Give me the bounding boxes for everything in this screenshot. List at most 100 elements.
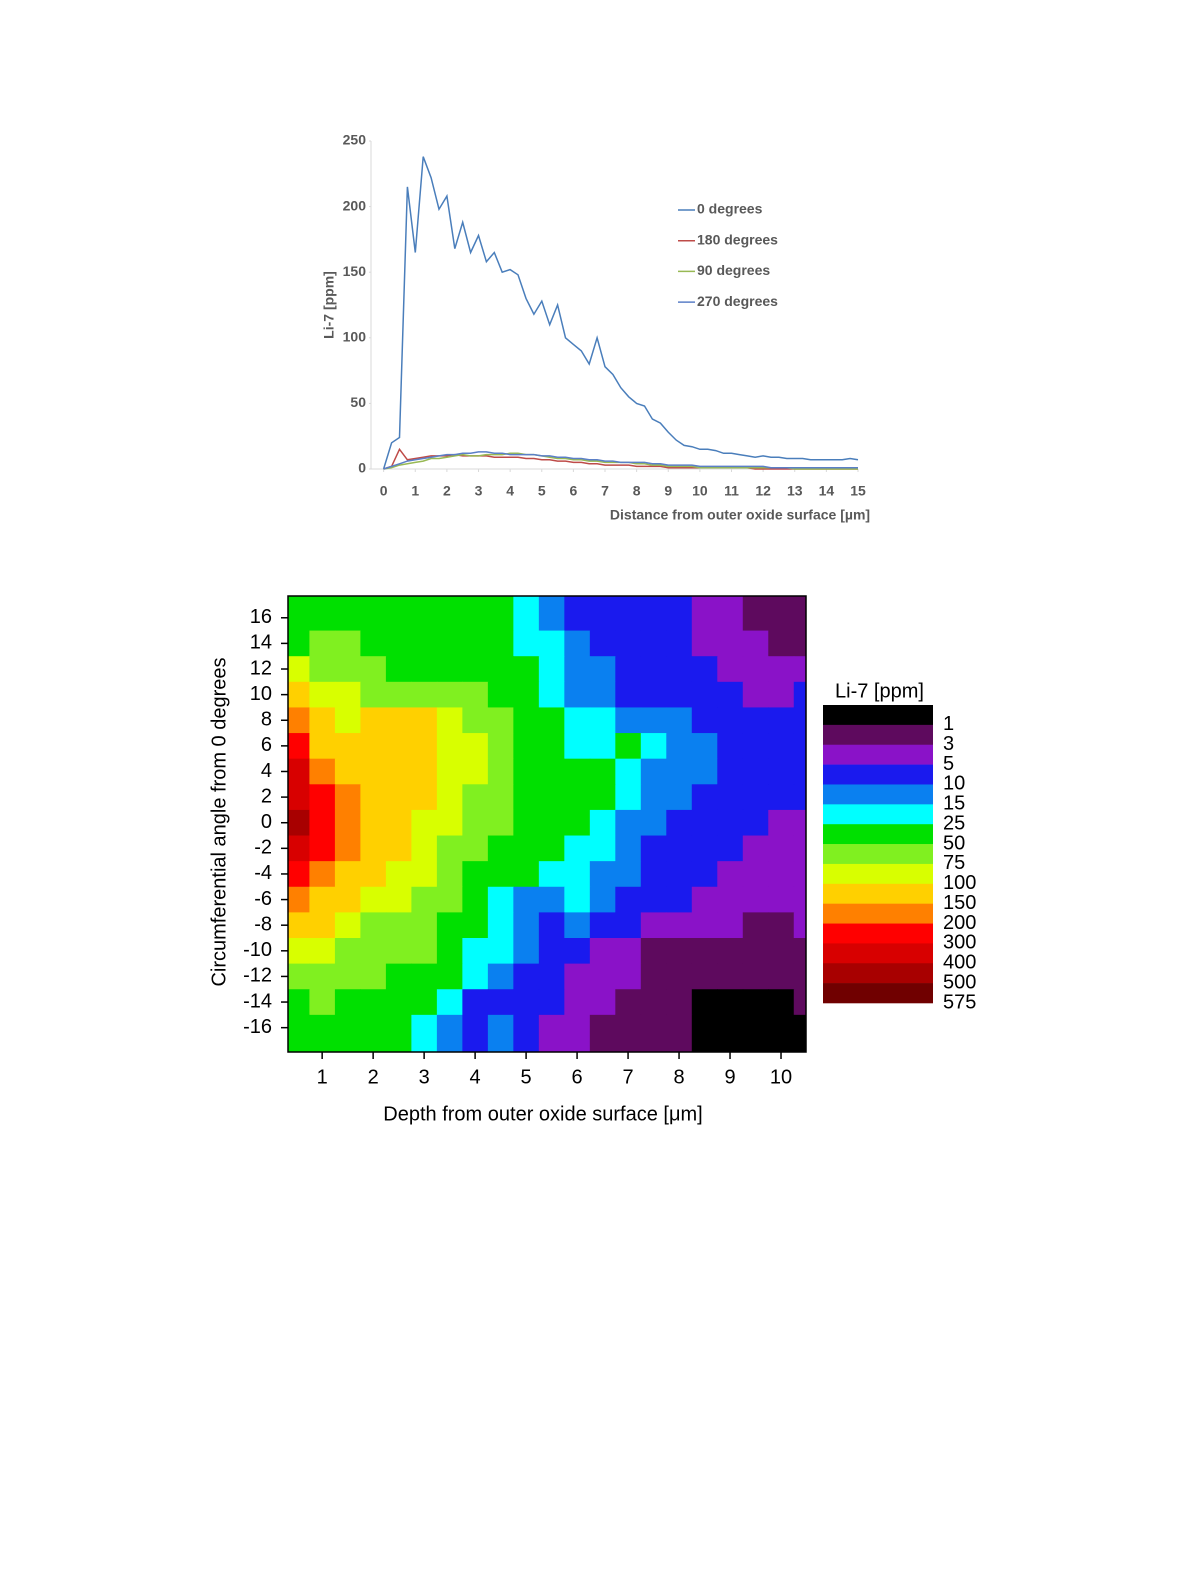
- contour-cell: [615, 784, 642, 811]
- contour-cell: [385, 681, 412, 708]
- contour-cell: [666, 596, 693, 632]
- contour-cell: [334, 886, 361, 913]
- contour-cell: [334, 733, 361, 760]
- contour-cell: [436, 707, 463, 734]
- contour-cell: [462, 835, 489, 862]
- contour-cell: [589, 938, 616, 965]
- contour-cell: [717, 596, 744, 632]
- x-tick-label: 3: [475, 483, 483, 499]
- contour-cell: [615, 733, 642, 760]
- contour-cell: [385, 1014, 412, 1052]
- contour-cell: [288, 912, 310, 939]
- contour-cell: [288, 596, 310, 632]
- contour-cell: [717, 784, 744, 811]
- contour-cell: [793, 835, 806, 862]
- contour-cell: [436, 733, 463, 760]
- y-axis-label: Circumferential angle from 0 degrees: [208, 657, 230, 986]
- contour-cell: [436, 912, 463, 939]
- contour-cell: [666, 861, 693, 888]
- contour-cell: [691, 758, 718, 785]
- contour-cell: [589, 989, 616, 1016]
- y-tick-label: 4: [261, 760, 272, 782]
- contour-cell: [717, 886, 744, 913]
- contour-cell: [640, 809, 667, 837]
- contour-cell: [513, 835, 540, 862]
- contour-cell: [360, 733, 387, 760]
- contour-cell: [742, 758, 769, 785]
- contour-cell: [640, 784, 667, 811]
- contour-cell: [742, 733, 769, 760]
- contour-cell: [288, 630, 310, 657]
- contour-cell: [768, 861, 795, 888]
- contour-cell: [691, 596, 718, 632]
- contour-cell: [589, 758, 616, 785]
- contour-cell: [411, 596, 438, 632]
- contour-cell: [589, 1014, 616, 1052]
- contour-cell: [288, 989, 310, 1016]
- contour-cell: [513, 681, 540, 708]
- contour-cell: [640, 835, 667, 862]
- contour-cell: [288, 861, 310, 888]
- contour-cell: [309, 835, 336, 862]
- x-tick-label: 5: [538, 483, 546, 499]
- contour-cell: [666, 1014, 693, 1052]
- contour-cell: [513, 963, 540, 990]
- x-tick-label: 1: [411, 483, 419, 499]
- x-tick-label: 10: [692, 483, 708, 499]
- contour-cell: [538, 1014, 565, 1052]
- contour-cell: [513, 656, 540, 683]
- contour-cell: [564, 656, 591, 683]
- contour-cell: [615, 861, 642, 888]
- contour-cell: [589, 630, 616, 657]
- contour-cell: [793, 809, 806, 837]
- contour-cell: [462, 912, 489, 939]
- contour-cell: [793, 656, 806, 683]
- contour-cell: [742, 596, 769, 632]
- contour-cell: [513, 861, 540, 888]
- contour-cell: [360, 912, 387, 939]
- colorbar-band: [823, 724, 933, 746]
- contour-cell: [615, 938, 642, 965]
- contour-cell: [513, 1014, 540, 1052]
- contour-cell: [691, 707, 718, 734]
- contour-cell: [360, 656, 387, 683]
- contour-cell: [589, 835, 616, 862]
- contour-cell: [589, 886, 616, 913]
- y-tick-label: 2: [261, 785, 272, 807]
- y-tick-label: -6: [254, 888, 272, 910]
- contour-cell: [615, 630, 642, 657]
- contour-cell: [411, 938, 438, 965]
- colorbar-label: 150: [943, 892, 976, 914]
- x-tick-label: 8: [673, 1066, 684, 1088]
- y-tick-label: 50: [350, 394, 366, 410]
- x-tick-label: 4: [506, 483, 514, 499]
- contour-cell: [385, 733, 412, 760]
- contour-cell: [334, 938, 361, 965]
- contour-cell: [538, 809, 565, 837]
- contour-cell: [666, 912, 693, 939]
- contour-cell: [717, 733, 744, 760]
- y-tick-label: 14: [250, 632, 272, 654]
- contour-cell: [742, 656, 769, 683]
- contour-cell: [768, 963, 795, 990]
- contour-cell: [487, 938, 514, 965]
- contour-cell: [462, 809, 489, 837]
- contour-cell: [717, 835, 744, 862]
- contour-cell: [288, 835, 310, 862]
- contour-cell: [538, 886, 565, 913]
- contour-cell: [309, 707, 336, 734]
- contour-cell: [436, 886, 463, 913]
- contour-cell: [309, 989, 336, 1016]
- contour-cell: [385, 784, 412, 811]
- contour-cell: [288, 758, 310, 785]
- x-tick-label: 2: [368, 1066, 379, 1088]
- contour-cell: [717, 656, 744, 683]
- contour-cell: [717, 963, 744, 990]
- colorbar-label: 75: [943, 852, 965, 874]
- contour-cell: [742, 938, 769, 965]
- contour-cell: [564, 886, 591, 913]
- contour-cell: [487, 912, 514, 939]
- contour-cell: [411, 809, 438, 837]
- contour-cell: [691, 630, 718, 657]
- contour-cell: [615, 1014, 642, 1052]
